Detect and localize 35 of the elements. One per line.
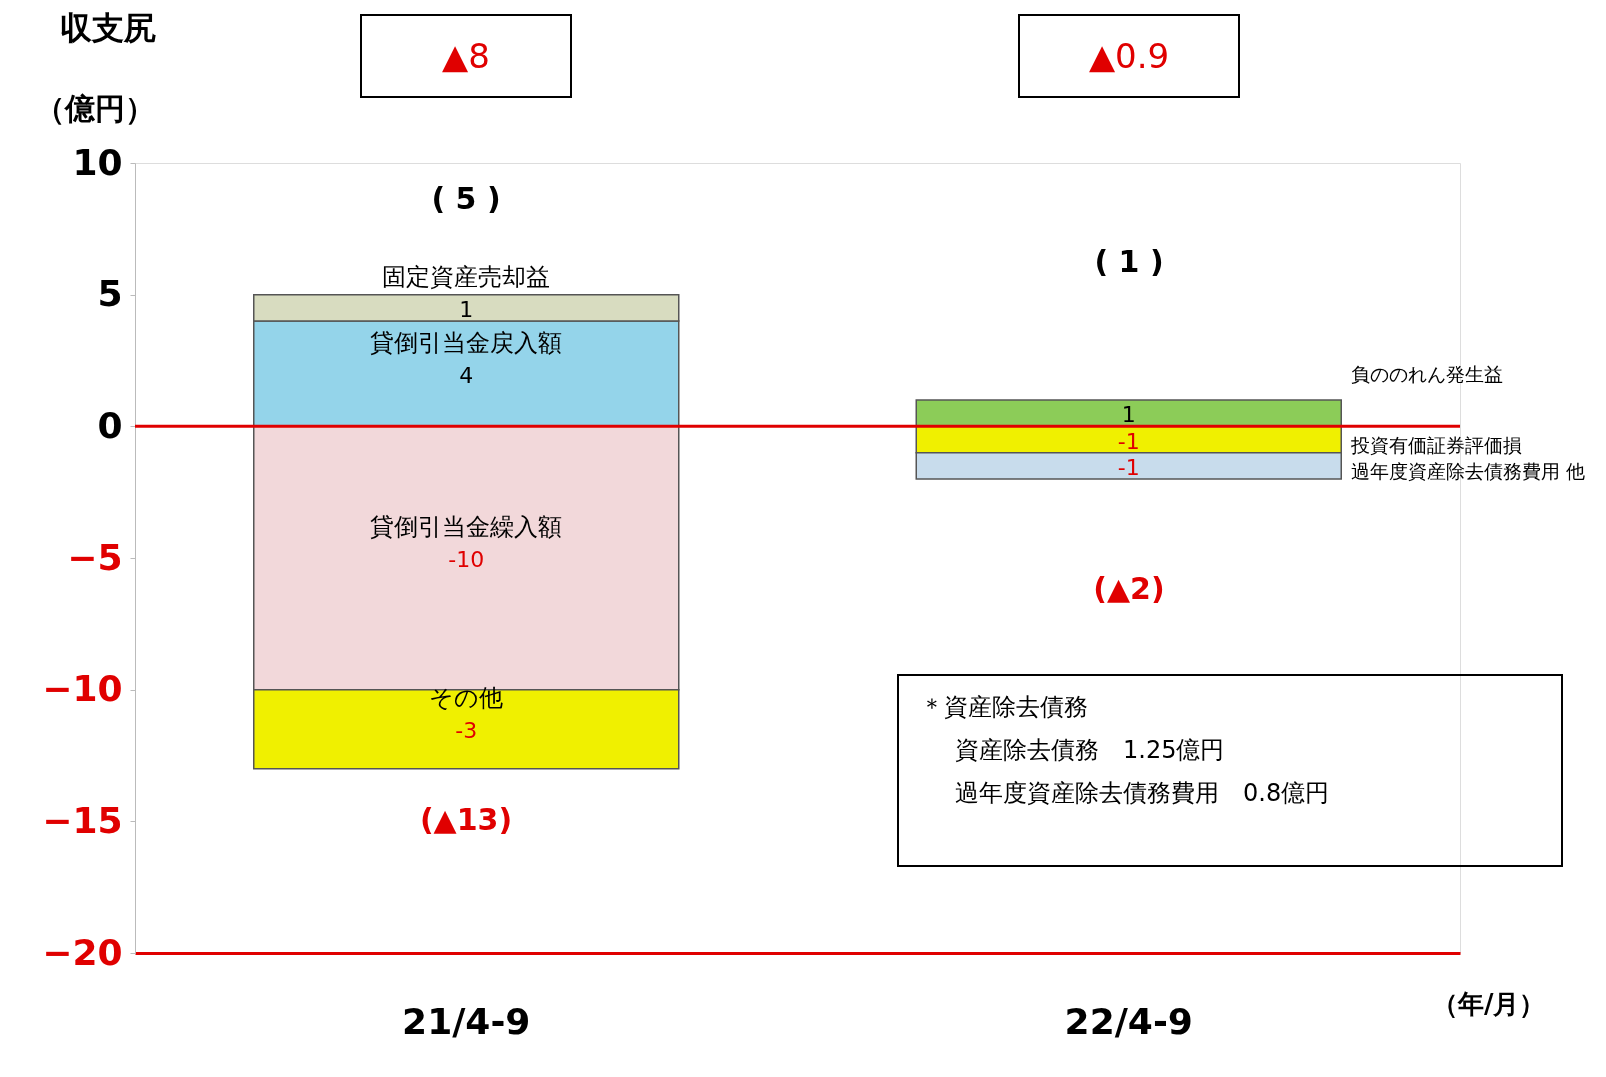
- annotation: (▲13): [419, 802, 513, 837]
- annotation: 過年度資産除去債務費用 0.8億円: [955, 779, 1330, 807]
- annotation: ( 5 ): [431, 181, 501, 216]
- y-tick-label: −10: [42, 668, 123, 710]
- data-label: -1: [1117, 428, 1140, 454]
- data-label: 1: [1121, 402, 1136, 428]
- y-tick-label: −20: [42, 931, 123, 973]
- data-label: -10: [448, 547, 485, 572]
- data-label: -3: [455, 718, 478, 744]
- series-label: その他: [429, 684, 504, 713]
- data-label: -1: [1117, 454, 1140, 480]
- annotation: (▲2): [1093, 571, 1165, 606]
- data-label: 1: [459, 296, 474, 322]
- y-axis-title: 収支尻: [59, 8, 156, 47]
- annotation: ＊資産除去債務: [920, 693, 1088, 721]
- y-tick-label: 5: [97, 273, 123, 315]
- series-label: 固定資産売却益: [382, 262, 551, 291]
- x-tick-label: 22/4-9: [1064, 1000, 1193, 1042]
- annotation: ( 1 ): [1094, 244, 1164, 279]
- text: ▲0.9: [1088, 36, 1170, 76]
- data-label: 4: [459, 362, 474, 388]
- text: （億円）: [35, 91, 155, 126]
- y-tick-label: −15: [42, 799, 123, 841]
- series-label: 過年度資産除去債務費用 他: [1350, 459, 1585, 482]
- text: ▲8: [442, 36, 490, 76]
- y-tick-label: −5: [67, 536, 123, 578]
- y-tick-label: 10: [72, 141, 123, 183]
- series-label: 負ののれん発生益: [1350, 363, 1503, 386]
- series-label: 貸倒引当金繰入額: [370, 513, 563, 541]
- x-axis-title: （年/月）: [1432, 988, 1546, 1019]
- x-tick-label: 21/4-9: [402, 1000, 531, 1042]
- series-label: 投資有価証券評価損: [1349, 433, 1522, 456]
- series-label: 貸倒引当金戻入額: [370, 328, 563, 357]
- annotation: 資産除去債務 1.25億円: [955, 736, 1225, 764]
- y-tick-label: 0: [97, 404, 123, 446]
